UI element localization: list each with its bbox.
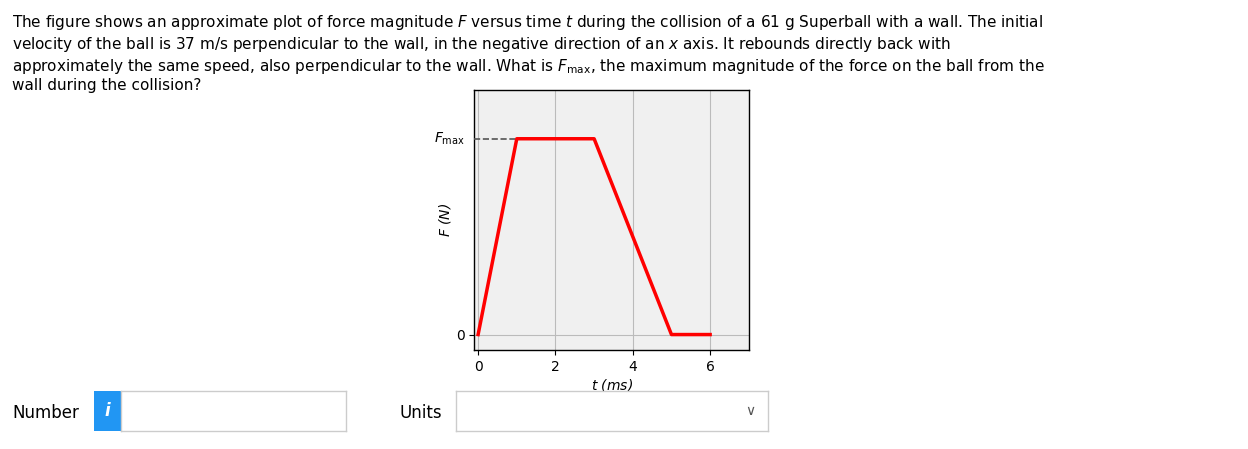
- Y-axis label: $F$ (N): $F$ (N): [437, 203, 453, 237]
- Text: The figure shows an approximate plot of force magnitude $F$ versus time $t$ duri: The figure shows an approximate plot of …: [12, 13, 1046, 93]
- Text: Number: Number: [12, 404, 80, 422]
- Text: ∨: ∨: [745, 404, 755, 418]
- Text: Units: Units: [399, 404, 442, 422]
- Text: i: i: [105, 402, 110, 420]
- X-axis label: $t$ (ms): $t$ (ms): [590, 377, 633, 393]
- Text: $F_{\mathrm{max}}$: $F_{\mathrm{max}}$: [434, 131, 464, 147]
